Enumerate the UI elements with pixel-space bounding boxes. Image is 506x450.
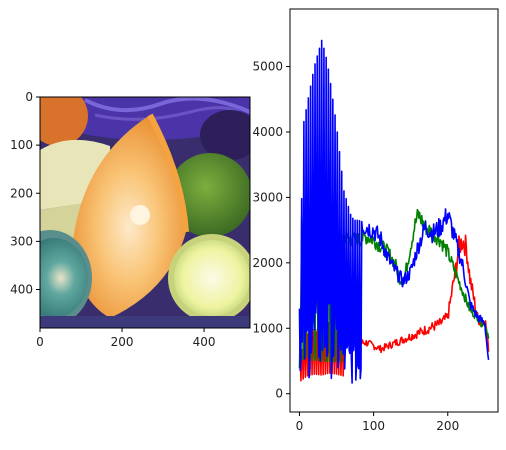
image-y-tick-label: 300 <box>10 234 33 248</box>
histogram-x-tick-label: 0 <box>296 419 304 433</box>
histogram-y-tick-label: 1000 <box>252 321 283 335</box>
image-axes: 0 200 400 0 100 200 300 400 <box>10 90 251 349</box>
fruit-image <box>40 97 250 328</box>
image-x-tick-label: 0 <box>36 335 44 349</box>
histogram-y-tick-label: 2000 <box>252 256 283 270</box>
image-frame <box>39 96 251 329</box>
image-y-tick-label: 0 <box>25 90 33 104</box>
image-x-tick-label: 200 <box>111 335 134 349</box>
histogram-x-tick-label: 100 <box>362 419 385 433</box>
histogram-frame <box>289 8 499 413</box>
histogram-y-tick-label: 3000 <box>252 190 283 204</box>
image-y-tick-label: 400 <box>10 283 33 297</box>
image-x-tick-label: 400 <box>193 335 216 349</box>
image-y-tick-label: 100 <box>10 138 33 152</box>
image-ticks: 0 200 400 0 100 200 300 400 <box>10 90 215 349</box>
image-y-tick-label: 200 <box>10 186 33 200</box>
histogram-x-tick-label: 200 <box>436 419 459 433</box>
histogram-y-tick-label: 0 <box>275 387 283 401</box>
histogram-line-blue <box>298 39 490 384</box>
histogram-y-tick-label: 4000 <box>252 125 283 139</box>
histogram-y-tick-label: 5000 <box>252 60 283 74</box>
histogram-series <box>298 39 490 384</box>
